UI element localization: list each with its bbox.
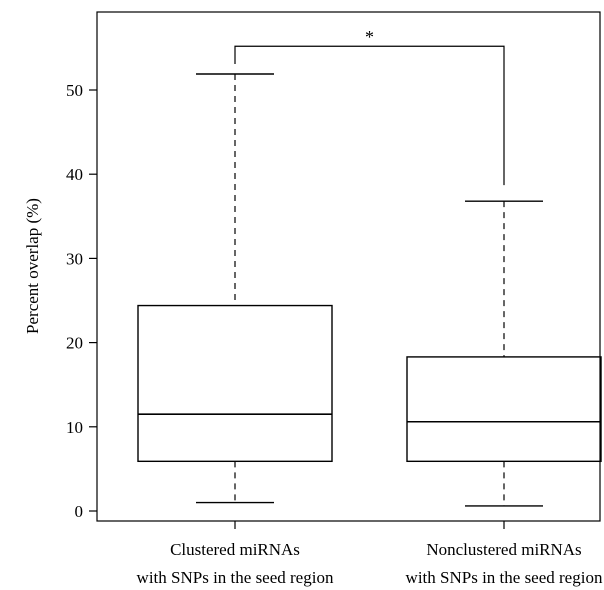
- y-tick-label: 50: [66, 81, 83, 100]
- significance-label: *: [365, 27, 374, 47]
- y-tick-label: 20: [66, 334, 83, 353]
- y-tick-label: 0: [75, 502, 84, 521]
- significance-bracket: *: [234, 27, 505, 186]
- x-tick-label-line: Nonclustered miRNAs: [426, 540, 581, 559]
- iqr-box: [406, 356, 602, 463]
- y-axis-label: Percent overlap (%): [23, 198, 42, 334]
- x-tick-label-line: with SNPs in the seed region: [137, 568, 334, 587]
- x-tick-label-line: Clustered miRNAs: [170, 540, 300, 559]
- plot-frame: [96, 11, 601, 522]
- y-tick-label: 10: [66, 418, 83, 437]
- x-tick-label: Nonclustered miRNAs with SNPs in the seed…: [406, 540, 603, 587]
- x-axis: Clustered miRNAs with SNPs in the seed re…: [137, 521, 603, 587]
- y-tick-label: 40: [66, 165, 83, 184]
- box-1: [137, 73, 333, 504]
- bracket-line: [234, 45, 505, 186]
- x-tick-label: Clustered miRNAs with SNPs in the seed re…: [137, 540, 334, 587]
- iqr-box: [137, 304, 333, 463]
- y-tick-label: 30: [66, 249, 83, 268]
- boxes: [137, 73, 602, 507]
- x-tick-label-line: with SNPs in the seed region: [406, 568, 603, 587]
- y-axis: 0 10 20 30 40 50: [66, 81, 97, 521]
- box-2: [406, 200, 602, 507]
